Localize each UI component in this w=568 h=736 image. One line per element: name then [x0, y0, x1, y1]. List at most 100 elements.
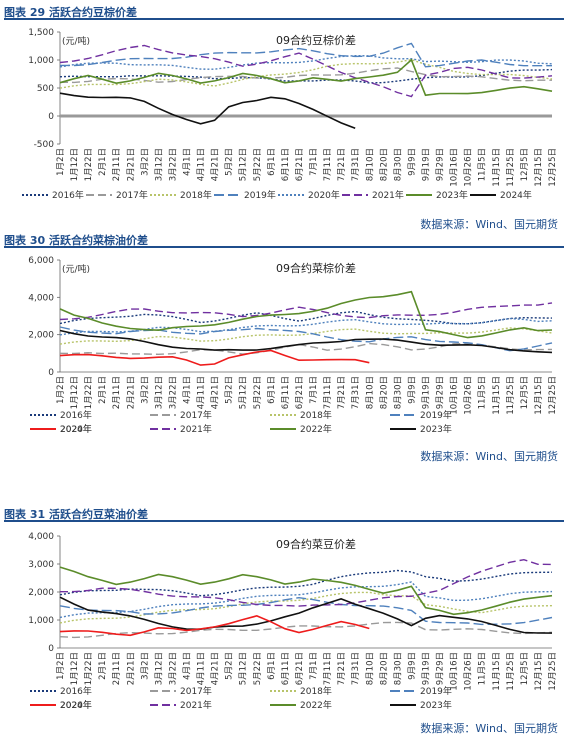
x-tick-label: 6月1日: [267, 376, 277, 404]
legend-label: 2024年: [60, 423, 92, 435]
x-tick-label: 4月1日: [183, 652, 193, 680]
y-tick-label: 2,000: [28, 331, 54, 341]
x-tick-label: 3月12日: [154, 376, 164, 409]
chart-rapeseed-palm-spread: 09合约菜棕价差 (元/吨) 0 2,000 4,000 6,000 1月2日 1月12日 1月…: [28, 256, 558, 435]
legend-label: 2016年: [60, 409, 92, 421]
x-tick-label: 6月1日: [267, 652, 277, 680]
legend-label: 2018年: [300, 685, 332, 697]
series-line-2017年: [59, 342, 553, 356]
series-line-2024年: [59, 92, 356, 130]
series-line-2019年: [59, 596, 553, 626]
series-line-2021年: [59, 302, 553, 321]
chart-soy-palm-spread: 09合约豆棕价差 (元/吨) -500 0 500 1,000 1,500 1月2日 1月12日…: [22, 28, 558, 201]
x-tick-label: 5月2日: [225, 652, 235, 680]
x-tick-label: 2月11日: [112, 652, 122, 685]
x-tick-label: 12月15日: [534, 148, 544, 187]
legend-label: 2019年: [420, 685, 452, 697]
divider-2: [4, 246, 564, 248]
x-tick-label: 4月1日: [183, 148, 193, 176]
legend-label: 2023年: [436, 189, 468, 201]
source-note-2: 数据来源：Wind、国元期货: [420, 450, 558, 463]
x-tick-label: 8月20日: [379, 652, 389, 685]
x-tick-label: 4月11日: [197, 376, 207, 409]
x-tick-label: 5月22日: [253, 376, 263, 409]
x-tick-label: 9月9日: [407, 652, 417, 680]
x-tick-label: 11月5日: [478, 148, 488, 181]
series-line-2019年: [59, 326, 553, 352]
x-tick-label: 5月22日: [253, 148, 263, 181]
series-line-2018年: [59, 58, 553, 89]
x-tick-label: 8月30日: [393, 148, 403, 181]
legend-label: 2021年: [180, 423, 212, 435]
y-tick-label: 3,000: [28, 560, 54, 570]
x-tick-label: 7月11日: [323, 376, 333, 409]
x-tick-label: 10月16日: [450, 376, 460, 415]
x-tick-label: 8月30日: [393, 376, 403, 409]
series-line-2023年: [59, 596, 553, 634]
series-line-2017年: [59, 67, 552, 84]
panel-title-1: 图表 29 活跃合约豆棕价差: [4, 6, 137, 19]
x-tick-label: 10月16日: [450, 148, 460, 187]
legend-label: 2019年: [244, 189, 276, 201]
x-tick-label: 5月12日: [239, 148, 249, 181]
x-tick-label: 7月1日: [309, 148, 319, 176]
series-line-2016年: [59, 569, 553, 597]
series-line-2022年: [59, 290, 553, 339]
x-tick-label: 11月25日: [506, 652, 516, 691]
x-tick-label: 6月11日: [281, 148, 291, 181]
x-tick-label: 7月21日: [337, 148, 347, 181]
y-tick-label: 1,000: [28, 56, 54, 66]
x-tick-label: 1月12日: [70, 376, 80, 409]
x-tick-label: 6月21日: [295, 376, 305, 409]
x-tick-label: 11月15日: [492, 652, 502, 691]
x-tick-label: 9月29日: [436, 652, 446, 685]
series-line-2016年: [59, 310, 553, 325]
series-line-2023年: [59, 58, 553, 97]
series-line-2024年: [59, 615, 370, 637]
y-axis-unit: (元/吨): [62, 35, 90, 47]
x-tick-label: 6月11日: [281, 376, 291, 409]
x-tick-label: 12月25日: [548, 376, 558, 415]
x-tick-label: 9月9日: [407, 148, 417, 176]
legend-label: 2017年: [180, 685, 212, 697]
x-tick-label: 1月12日: [70, 148, 80, 181]
x-tick-label: 9月29日: [436, 148, 446, 181]
x-tick-label: 12月5日: [520, 652, 530, 685]
x-tick-label: 12月5日: [520, 376, 530, 409]
x-tick-label: 1月2日: [56, 652, 66, 680]
legend-label: 2017年: [116, 189, 148, 201]
x-tick-label: 3月2日: [140, 148, 150, 176]
x-tick-label: 1月22日: [84, 148, 94, 181]
x-tick-label: 7月1日: [309, 376, 319, 404]
x-tick-label: 3月12日: [154, 148, 164, 181]
divider-3: [4, 520, 564, 522]
x-tick-label: 2月1日: [98, 652, 108, 680]
x-tick-label: 5月2日: [225, 376, 235, 404]
divider-1: [4, 18, 564, 20]
x-tick-label: 2月1日: [98, 376, 108, 404]
x-tick-label: 9月9日: [407, 376, 417, 404]
y-tick-label: 1,000: [28, 616, 54, 626]
x-tick-label: 7月31日: [351, 376, 361, 409]
x-tick-label: 11月25日: [506, 148, 516, 187]
legend-label: 2022年: [300, 699, 332, 711]
x-tick-label: 11月5日: [478, 376, 488, 409]
x-tick-label: 2月11日: [112, 376, 122, 409]
y-tick-label: 500: [37, 84, 54, 94]
x-tick-label: 3月12日: [154, 652, 164, 685]
series-line-2021年: [59, 558, 553, 607]
legend-label: 2017年: [180, 409, 212, 421]
x-tick-label: 6月21日: [295, 652, 305, 685]
x-tick-label: 5月2日: [225, 148, 235, 176]
y-tick-label: 4,000: [28, 532, 54, 542]
x-tick-label: 4月11日: [197, 148, 207, 181]
series-line-2019年: [59, 42, 552, 68]
chart-soy-rapeseed-spread: 09合约菜豆价差 0 1,000 2,000 3,000 4,000 1月2日 1月12日 1月…: [28, 532, 558, 711]
x-tick-label: 6月21日: [295, 148, 305, 181]
x-tick-label: 4月11日: [197, 652, 207, 685]
y-axis-unit: (元/吨): [62, 263, 90, 275]
x-tick-label: 12月25日: [548, 652, 558, 691]
series-line-2023年: [59, 329, 553, 354]
x-tick-label: 2月1日: [98, 148, 108, 176]
x-tick-label: 10月26日: [464, 376, 474, 415]
